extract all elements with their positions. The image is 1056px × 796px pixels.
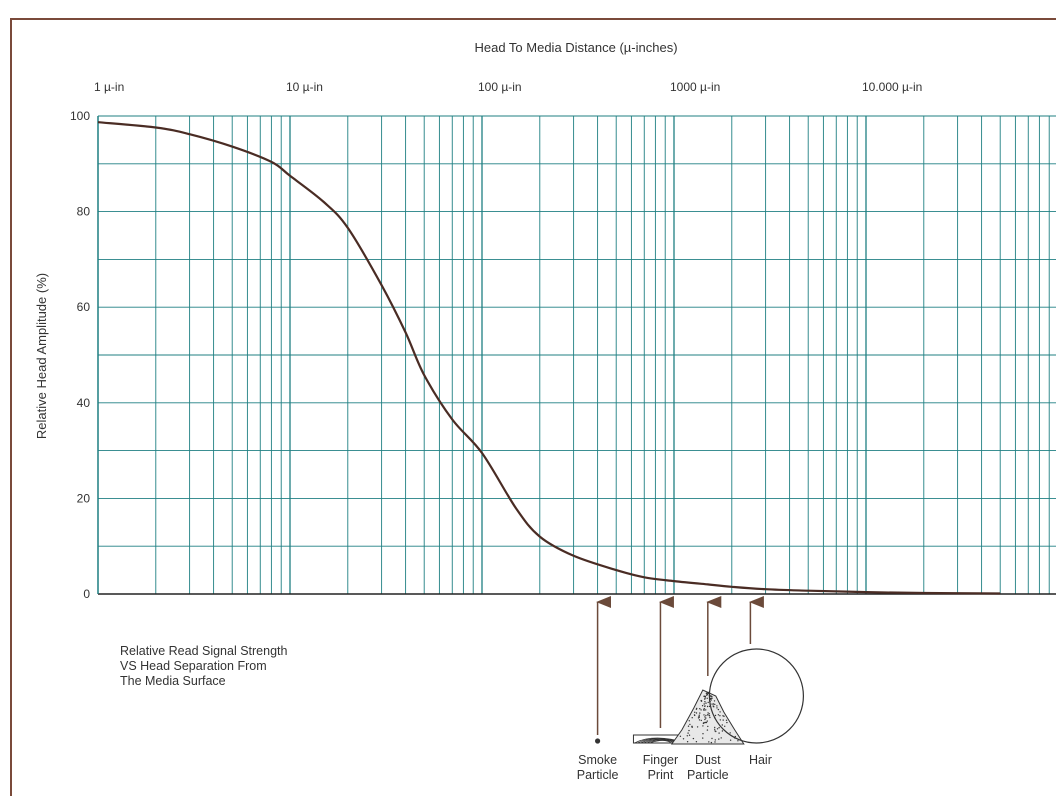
annotation-label: Hair (749, 753, 772, 767)
tick-layer: 1 µ-in 10 µ-in 100 µ-in 1000 µ-in 10.000 µ-i… (70, 80, 922, 601)
y-tick-label: 40 (77, 396, 91, 410)
hair-cross-section (708, 648, 805, 744)
dust-particle-drawing (670, 689, 745, 745)
y-tick-label: 80 (77, 205, 91, 219)
x-tick-label: 10 µ-in (286, 80, 323, 94)
x-tick-label: 10.000 µ-in (862, 80, 922, 94)
y-tick-label: 100 (70, 109, 90, 123)
y-tick-label: 60 (77, 300, 91, 314)
annotation-label: Print (648, 768, 674, 782)
amplitude-curve (97, 121, 1001, 595)
y-tick-label: 20 (77, 491, 91, 505)
x-tick-label: 100 µ-in (478, 80, 522, 94)
annotation-label: Finger (643, 753, 678, 767)
caption-line-3: The Media Surface (120, 674, 226, 688)
grid-layer (97, 115, 1056, 595)
caption-line-1: Relative Read Signal Strength (120, 644, 288, 658)
y-axis-title: Relative Head Amplitude (%) (34, 273, 49, 439)
smoke-particle-dot (594, 738, 601, 744)
annotation-label: Smoke (578, 753, 617, 767)
page-frame (10, 18, 1056, 796)
x-tick-label: 1 µ-in (94, 80, 124, 94)
x-axis-title: Head To Media Distance (µ-inches) (474, 40, 677, 55)
x-tick-label: 1000 µ-in (670, 80, 720, 94)
annotation-label: Dust (695, 753, 721, 767)
annotation-label: Particle (577, 768, 619, 782)
caption-line-2: VS Head Separation From (120, 659, 267, 673)
annotation-label: Particle (687, 768, 729, 782)
y-tick-label: 0 (83, 587, 90, 601)
